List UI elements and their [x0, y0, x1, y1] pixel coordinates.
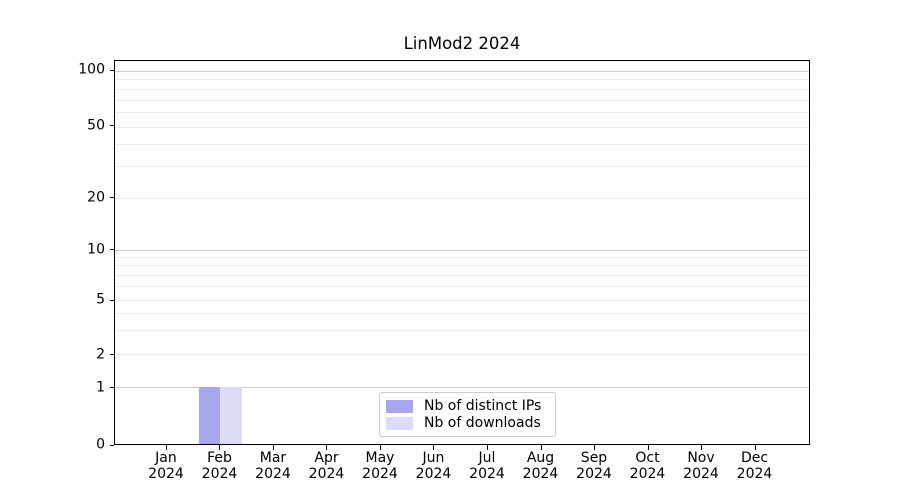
y-tick-mark-1	[110, 387, 114, 389]
x-tick-mark-nov	[701, 445, 702, 450]
plot-area	[114, 60, 810, 445]
gridline-y-40	[115, 143, 809, 145]
y-tick-label-100: 100	[78, 61, 105, 78]
gridline-y-2	[115, 354, 809, 356]
y-tick-label-10: 10	[87, 241, 105, 258]
gridline-y-80	[115, 88, 809, 90]
legend-entry-downloads: Nb of downloads	[386, 415, 547, 431]
y-tick-label-5: 5	[96, 291, 105, 308]
x-tick-label-may: May 2024	[362, 450, 398, 482]
chart-title: LinMod2 2024	[403, 34, 521, 53]
y-tick-mark-50	[110, 125, 114, 127]
x-tick-mark-jan	[165, 445, 167, 450]
x-tick-mark-feb	[219, 445, 221, 450]
x-tick-mark-dec	[754, 445, 756, 450]
gridline-y-4	[115, 313, 809, 315]
gridline-y-20	[115, 198, 809, 200]
x-tick-mark-aug	[540, 445, 542, 450]
gridline-y-90	[115, 79, 809, 81]
y-tick-label-0: 0	[96, 436, 105, 453]
x-tick-mark-jul	[487, 445, 488, 450]
gridline-y-7	[115, 275, 809, 277]
bar-distinct-ips-feb	[198, 387, 221, 444]
gridline-y-50	[115, 126, 809, 128]
x-tick-mark-jun	[433, 445, 435, 450]
gridline-y-100	[115, 70, 809, 72]
x-tick-label-jun: Jun 2024	[415, 450, 452, 482]
gridline-y-30	[115, 166, 809, 168]
x-tick-mark-may	[379, 445, 381, 450]
y-tick-mark-20	[110, 197, 114, 199]
x-tick-label-nov: Nov 2024	[683, 450, 719, 482]
y-tick-label-20: 20	[87, 189, 105, 206]
x-tick-mark-sep	[594, 445, 595, 450]
x-tick-mark-oct	[647, 445, 649, 450]
x-tick-label-jan: Jan 2024	[148, 450, 184, 482]
y-tick-label-1: 1	[96, 379, 105, 396]
legend-label-distinct-ips: Nb of distinct IPs	[424, 398, 542, 414]
x-tick-label-feb: Feb 2024	[201, 450, 238, 482]
legend-swatch-downloads	[386, 416, 413, 430]
legend-entry-distinct-ips: Nb of distinct IPs	[386, 398, 547, 414]
y-tick-mark-5	[110, 299, 114, 301]
legend-label-downloads: Nb of downloads	[424, 415, 541, 431]
gridline-y-1	[115, 387, 809, 389]
y-tick-mark-0	[110, 444, 114, 446]
x-tick-label-apr: Apr 2024	[308, 450, 345, 482]
gridline-y-3	[115, 330, 809, 332]
x-tick-label-dec: Dec 2024	[736, 450, 773, 482]
gridline-y-60	[115, 111, 809, 113]
x-tick-mark-apr	[326, 445, 328, 450]
y-tick-label-50: 50	[87, 117, 105, 134]
bar-downloads-feb	[220, 387, 242, 444]
gridline-y-10	[115, 250, 809, 251]
y-tick-label-2: 2	[96, 346, 105, 363]
x-tick-label-jul: Jul 2024	[469, 450, 505, 482]
x-tick-label-mar: Mar 2024	[255, 450, 291, 482]
y-tick-mark-2	[110, 354, 114, 356]
gridline-y-70	[115, 99, 809, 101]
legend: Nb of distinct IPs Nb of downloads	[379, 392, 556, 437]
y-tick-mark-10	[110, 249, 114, 251]
legend-swatch-distinct-ips	[386, 399, 413, 413]
x-tick-label-aug: Aug 2024	[522, 450, 559, 482]
x-tick-mark-mar	[272, 445, 274, 450]
x-tick-label-sep: Sep 2024	[576, 450, 612, 482]
gridline-y-8	[115, 265, 809, 267]
y-tick-mark-100	[110, 69, 114, 71]
gridline-y-5	[115, 299, 809, 301]
gridline-y-6	[115, 286, 809, 288]
x-tick-label-oct: Oct 2024	[629, 450, 666, 482]
gridline-y-9	[115, 257, 809, 259]
